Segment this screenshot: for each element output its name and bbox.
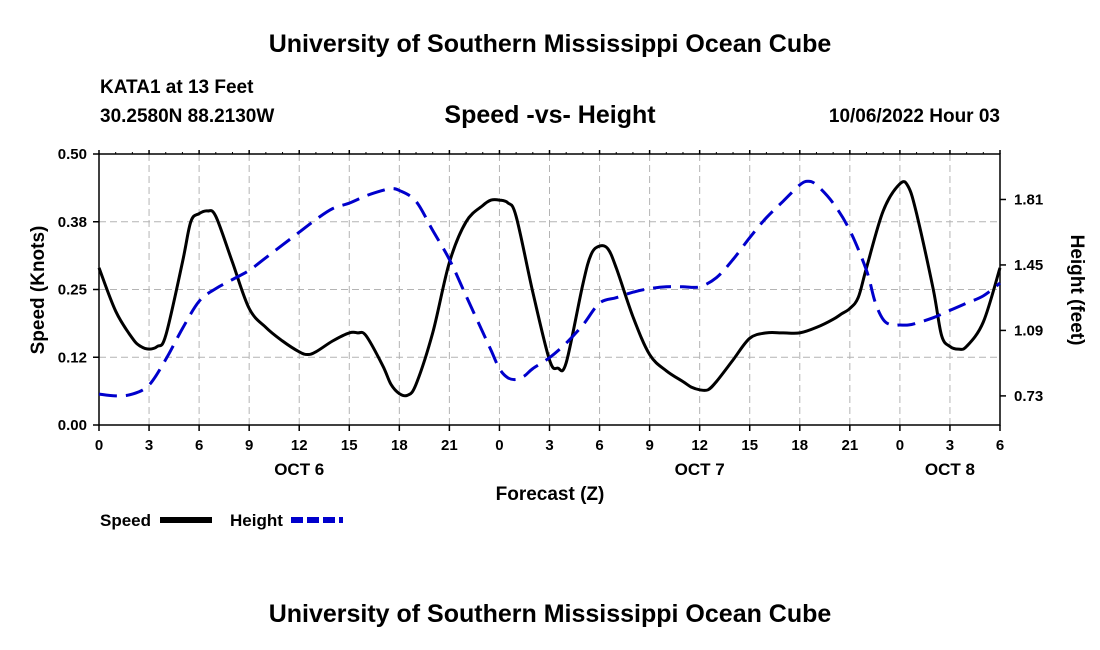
x-tick-label: 3 <box>545 437 553 454</box>
y2-tick-label: 1.45 <box>1014 257 1043 274</box>
legend: Speed Height <box>100 511 343 530</box>
station-label: KATA1 at 13 Feet <box>100 77 254 98</box>
day-label: OCT 8 <box>925 460 975 479</box>
y2-tick-label: 0.73 <box>1014 388 1043 405</box>
x-tick-label: 0 <box>495 437 503 454</box>
x-tick-label: 6 <box>195 437 203 454</box>
x-tick-label: 12 <box>291 437 308 454</box>
x-tick-label: 3 <box>946 437 954 454</box>
x-tick-label: 9 <box>645 437 653 454</box>
x-tick-label: 0 <box>896 437 904 454</box>
y2-axis-title: Height (feet) <box>1066 235 1087 346</box>
x-axis-title: Forecast (Z) <box>496 484 605 505</box>
x-tick-label: 21 <box>841 437 858 454</box>
chart-subtitle: Speed -vs- Height <box>444 101 656 129</box>
y-tick-label: 0.00 <box>58 417 87 434</box>
x-tick-label: 18 <box>391 437 408 454</box>
footer-title: University of Southern Mississippi Ocean… <box>268 600 832 628</box>
x-tick-label: 18 <box>791 437 808 454</box>
x-tick-label: 6 <box>595 437 603 454</box>
forecast-datetime: 10/06/2022 Hour 03 <box>828 106 1000 127</box>
legend-label-height: Height <box>230 511 283 530</box>
y-axis-title: Speed (Knots) <box>28 226 49 355</box>
y-tick-label: 0.50 <box>58 146 87 163</box>
day-label: OCT 7 <box>675 460 725 479</box>
x-tick-label: 15 <box>341 437 358 454</box>
main-title: University of Southern Mississippi Ocean… <box>268 30 832 58</box>
y2-tick-label: 1.09 <box>1014 322 1043 339</box>
x-tick-label: 3 <box>145 437 153 454</box>
x-tick-label: 0 <box>95 437 103 454</box>
y-tick-label: 0.12 <box>58 349 87 366</box>
y-tick-label: 0.25 <box>58 282 87 299</box>
y2-tick-label: 1.81 <box>1014 191 1043 208</box>
station-coordinates: 30.2580N 88.2130W <box>100 106 275 127</box>
x-tick-label: 21 <box>441 437 458 454</box>
axis-ticks: 0 3 6 9 12 15 18 21 0 3 6 9 12 15 18 21 0 3 6 OCT 6 OCT 7 OCT… <box>58 146 1043 479</box>
y-tick-label: 0.38 <box>58 214 87 231</box>
x-tick-label: 12 <box>691 437 708 454</box>
x-tick-label: 15 <box>741 437 758 454</box>
gridlines <box>99 154 1000 425</box>
series-line-height <box>98 179 1001 398</box>
x-tick-label: 6 <box>996 437 1004 454</box>
day-label: OCT 6 <box>274 460 324 479</box>
legend-label-speed: Speed <box>100 511 151 530</box>
x-tick-label: 9 <box>245 437 253 454</box>
series-lines <box>97 179 1002 398</box>
